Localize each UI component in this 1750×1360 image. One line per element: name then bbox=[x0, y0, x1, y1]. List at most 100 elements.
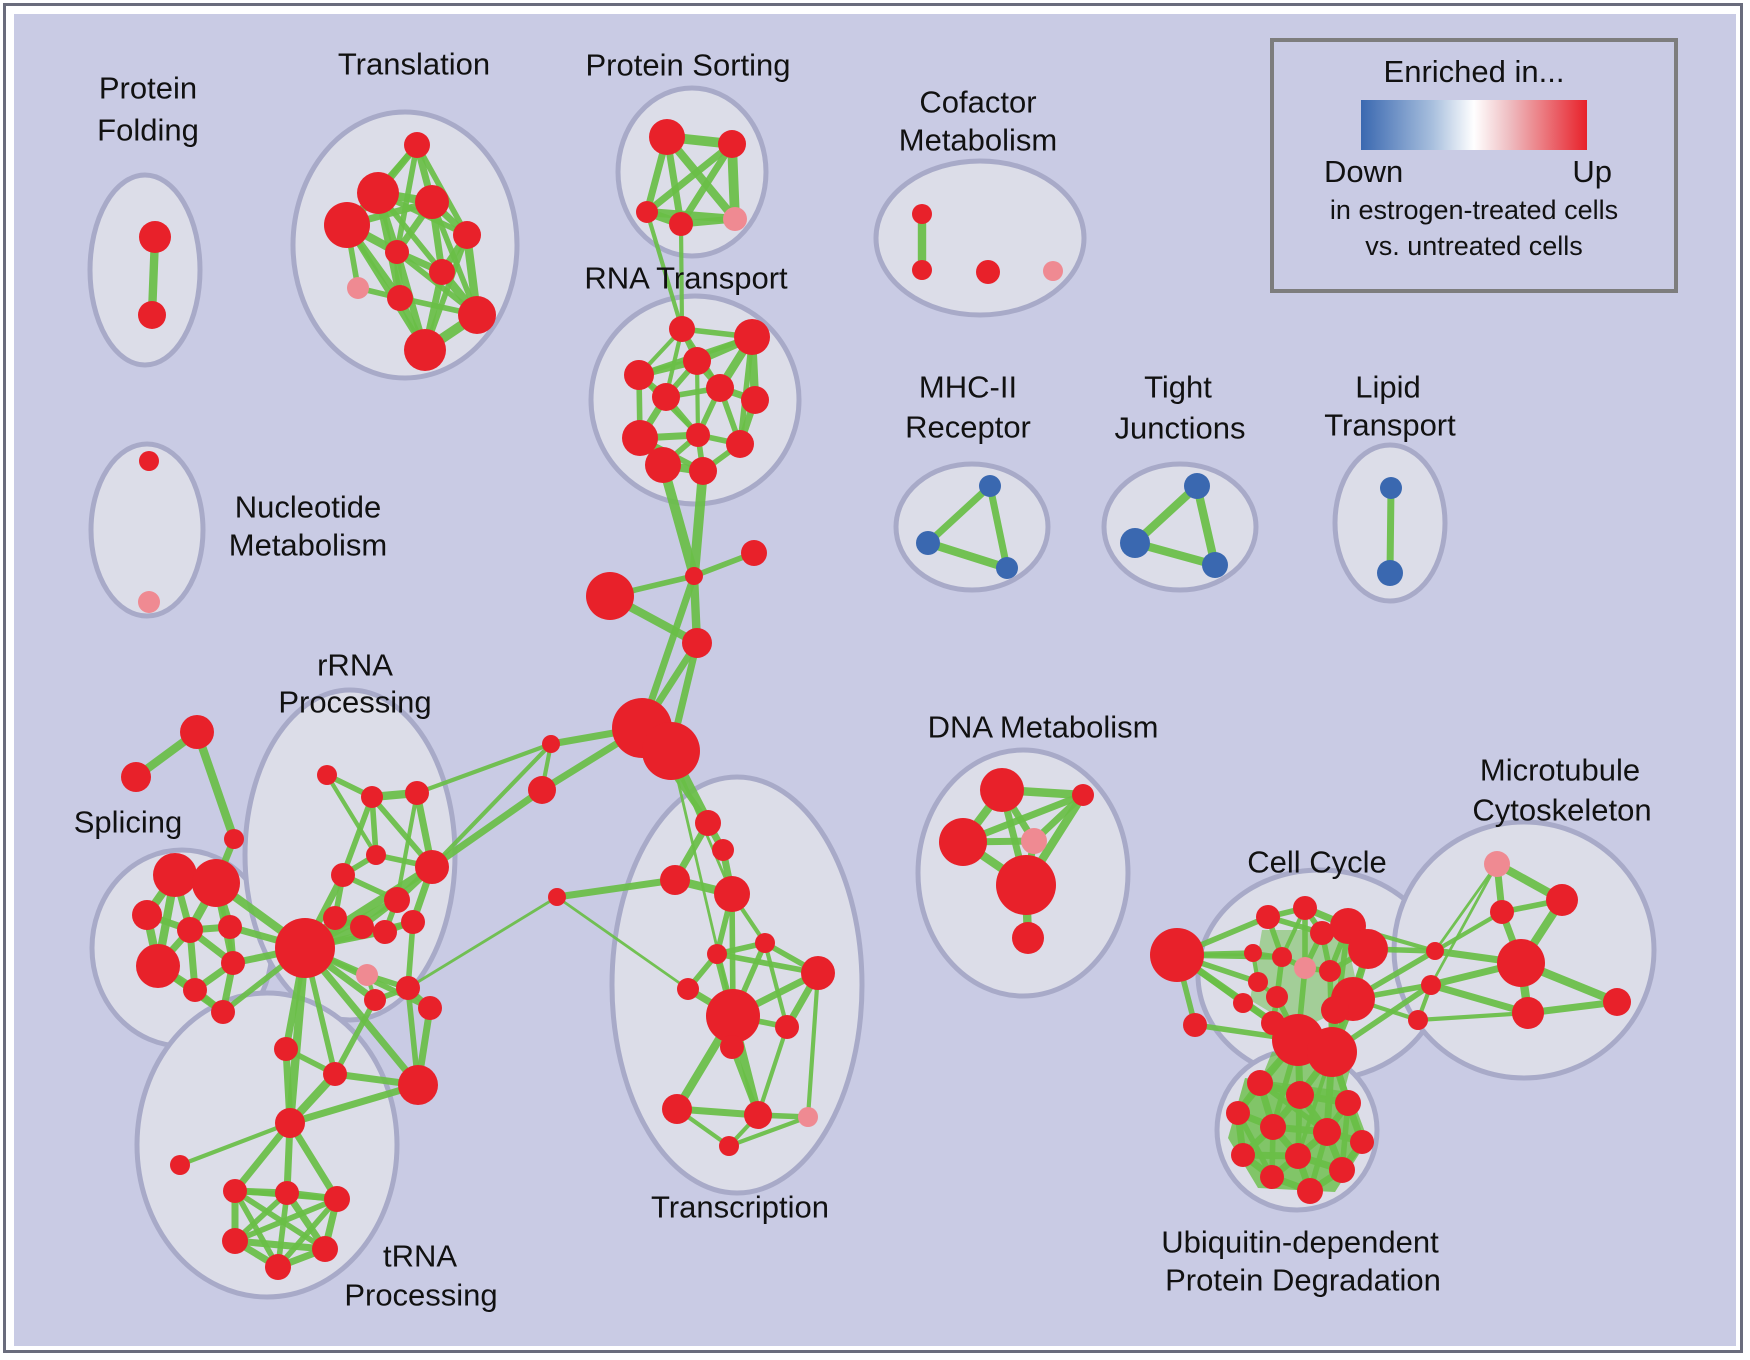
cluster-label-cofactor-metabolism-line1: Cofactor bbox=[919, 85, 1036, 120]
figure-border bbox=[3, 3, 1743, 1353]
cluster-label-tight-junctions-line1: Tight bbox=[1144, 370, 1212, 405]
node-r10 bbox=[373, 920, 397, 944]
edge-m2-m3 bbox=[923, 538, 1012, 573]
node-r15 bbox=[418, 996, 442, 1020]
node-b1 bbox=[586, 572, 634, 620]
legend-title: Enriched in... bbox=[1383, 54, 1565, 89]
node-u8 bbox=[1231, 1143, 1255, 1167]
edge-r2-r5 bbox=[340, 794, 375, 878]
node-l1 bbox=[1380, 477, 1402, 499]
node-c2 bbox=[1293, 896, 1317, 920]
node-chub2 bbox=[1307, 1027, 1357, 1077]
node-rt7 bbox=[741, 386, 769, 414]
cluster-label-tight-junctions-line2: Junctions bbox=[1115, 411, 1246, 446]
node-u3 bbox=[1335, 1090, 1361, 1116]
node-u10 bbox=[1329, 1157, 1355, 1183]
node-tc13 bbox=[744, 1101, 772, 1129]
node-m1 bbox=[979, 475, 1001, 497]
node-tc15 bbox=[719, 1136, 739, 1156]
legend-gradient-bar bbox=[1361, 100, 1587, 150]
node-u12 bbox=[1297, 1178, 1323, 1204]
node-d1 bbox=[980, 768, 1024, 812]
node-u7 bbox=[1350, 1130, 1374, 1154]
node-tc9 bbox=[706, 989, 760, 1043]
node-t6 bbox=[385, 240, 409, 264]
node-cm2 bbox=[912, 260, 932, 280]
node-sp3 bbox=[132, 900, 162, 930]
edge-tconn-tc8 bbox=[555, 895, 690, 991]
edge-r3-s1 bbox=[414, 741, 554, 796]
node-pf1 bbox=[139, 221, 171, 253]
node-n2 bbox=[138, 591, 160, 613]
cluster-label-rna-transport-line1: RNA Transport bbox=[584, 261, 788, 296]
node-r13 bbox=[364, 989, 386, 1011]
cluster-label-mhc-ii-receptor-line1: MHC-II bbox=[919, 370, 1017, 405]
node-tjn bbox=[275, 1108, 305, 1138]
node-rt9 bbox=[686, 423, 710, 447]
cluster-label-nucleotide-metabolism-line2: Metabolism bbox=[229, 528, 388, 563]
edge-tconn-r14 bbox=[406, 895, 559, 990]
cluster-label-ubiquitin-degradation-line1: Ubiquitin-dependent bbox=[1161, 1225, 1439, 1260]
edge-hub2-tc9 bbox=[669, 749, 735, 1018]
edge-r1-r4 bbox=[324, 772, 379, 858]
node-sp8 bbox=[221, 951, 245, 975]
node-sp1 bbox=[153, 853, 197, 897]
edge-rt11-j1 bbox=[658, 460, 699, 581]
cluster-label-transcription-line1: Transcription bbox=[651, 1190, 829, 1225]
cluster-label-trna-processing-line1: tRNA bbox=[383, 1239, 457, 1274]
node-r4 bbox=[366, 845, 386, 865]
cluster-label-microtubule-cytoskeleton-line2: Cytoskeleton bbox=[1472, 793, 1651, 828]
edge-mj2-mt5 bbox=[1427, 981, 1532, 1017]
node-c7 bbox=[1272, 947, 1292, 967]
node-tc10 bbox=[775, 1015, 799, 1039]
node-ps2 bbox=[718, 130, 746, 158]
node-rhub bbox=[275, 918, 335, 978]
node-r12 bbox=[356, 964, 378, 986]
node-mt4 bbox=[1497, 939, 1545, 987]
node-rt2 bbox=[734, 319, 770, 355]
node-u5 bbox=[1260, 1114, 1286, 1140]
node-r14 bbox=[396, 976, 420, 1000]
node-c6 bbox=[1244, 944, 1262, 962]
cluster-label-ubiquitin-degradation-line2: Protein Degradation bbox=[1165, 1263, 1441, 1298]
node-tconn bbox=[548, 888, 566, 906]
node-c0 bbox=[1150, 928, 1204, 982]
node-rt11 bbox=[645, 447, 681, 483]
legend-up-label: Up bbox=[1572, 154, 1612, 189]
node-rt12 bbox=[689, 457, 717, 485]
node-mj2 bbox=[1421, 975, 1441, 995]
node-c16 bbox=[1183, 1013, 1207, 1037]
node-j2 bbox=[741, 540, 767, 566]
node-ps1 bbox=[649, 119, 685, 155]
node-sp5 bbox=[218, 915, 242, 939]
edge-ps2-ps4 bbox=[677, 140, 736, 228]
node-c11 bbox=[1266, 986, 1288, 1008]
node-j3 bbox=[682, 628, 712, 658]
cluster-label-nucleotide-metabolism-line1: Nucleotide bbox=[235, 490, 381, 525]
node-r2 bbox=[361, 786, 383, 808]
node-u9 bbox=[1285, 1143, 1311, 1169]
cluster-ellipse-cofactor-metabolism bbox=[873, 158, 1087, 318]
node-r1 bbox=[317, 765, 337, 785]
node-tj2 bbox=[1120, 528, 1150, 558]
node-mt7 bbox=[1408, 1010, 1428, 1030]
node-j1 bbox=[685, 567, 703, 585]
node-mt3 bbox=[1490, 900, 1514, 924]
node-d4 bbox=[1021, 828, 1047, 854]
node-t10 bbox=[458, 296, 496, 334]
node-c1 bbox=[1256, 905, 1280, 929]
node-d3 bbox=[939, 818, 987, 866]
node-d2 bbox=[1072, 784, 1094, 806]
node-rt8 bbox=[622, 420, 658, 456]
cluster-label-lipid-transport-line1: Lipid bbox=[1355, 370, 1421, 405]
edge-trn2-trn7 bbox=[232, 1188, 281, 1270]
edge-tc14-tc15 bbox=[726, 1114, 811, 1149]
node-tc6 bbox=[707, 944, 727, 964]
edge-trn4-trn7 bbox=[275, 1196, 340, 1270]
node-rt6 bbox=[706, 374, 734, 402]
node-u2 bbox=[1286, 1081, 1314, 1109]
edge-s2-r6 bbox=[428, 786, 546, 871]
node-mj1 bbox=[1426, 942, 1444, 960]
